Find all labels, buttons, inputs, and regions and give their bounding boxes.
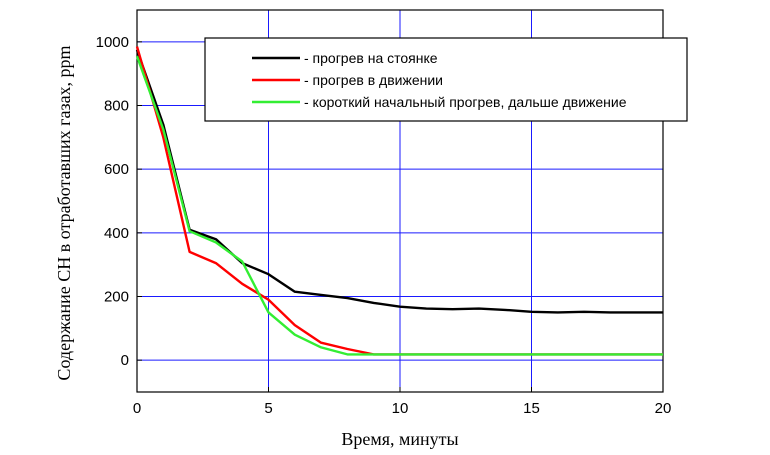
x-tick-label: 0 (133, 400, 141, 417)
x-tick-label: 15 (523, 400, 540, 417)
y-tick-label: 1000 (96, 34, 129, 51)
legend-label-1: - прогрев на стоянке (304, 50, 438, 66)
legend-label-2: - прогрев в движении (304, 72, 443, 88)
x-tick-label: 20 (655, 400, 672, 417)
series-line-1 (135, 49, 663, 314)
x-tick-label: 10 (392, 400, 409, 417)
y-tick-label: 800 (104, 98, 129, 115)
series-line-3 (135, 55, 663, 356)
y-tick-label: 200 (104, 289, 129, 306)
x-tick-label: 5 (264, 400, 272, 417)
x-axis-title: Время, минуты (341, 429, 458, 449)
legend: - прогрев на стоянке - прогрев в движении… (204, 37, 688, 122)
y-tick-label: 400 (104, 225, 129, 242)
y-axis-title: Содержание СН в отработавших газах, ppm (54, 45, 74, 380)
series-lines (135, 46, 663, 356)
y-tick-label: 600 (104, 161, 129, 178)
y-tick-label: 0 (121, 352, 129, 369)
legend-label-3: - короткий начальный прогрев, дальше дви… (304, 94, 627, 110)
